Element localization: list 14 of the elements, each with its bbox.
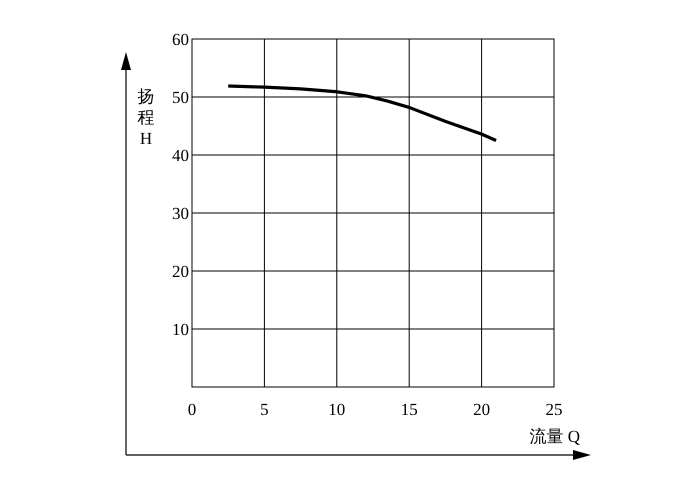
y-tick-label: 60 (172, 30, 189, 49)
x-tick-label: 10 (328, 400, 346, 419)
x-axis-title: 流量 Q (529, 427, 580, 446)
x-tick-label: 5 (260, 400, 269, 419)
y-tick-label: 30 (172, 204, 189, 223)
y-tick-label: 50 (172, 88, 189, 107)
y-tick-label: 20 (172, 262, 189, 281)
y-tick-label: 10 (172, 320, 189, 339)
x-tick-label: 25 (546, 400, 562, 419)
x-tick-label: 15 (400, 400, 418, 419)
y-tick-label: 40 (172, 146, 189, 165)
x-tick-label: 20 (473, 400, 490, 419)
x-tick-label: 0 (188, 400, 196, 419)
y-axis-title: 扬程 H (138, 87, 154, 148)
